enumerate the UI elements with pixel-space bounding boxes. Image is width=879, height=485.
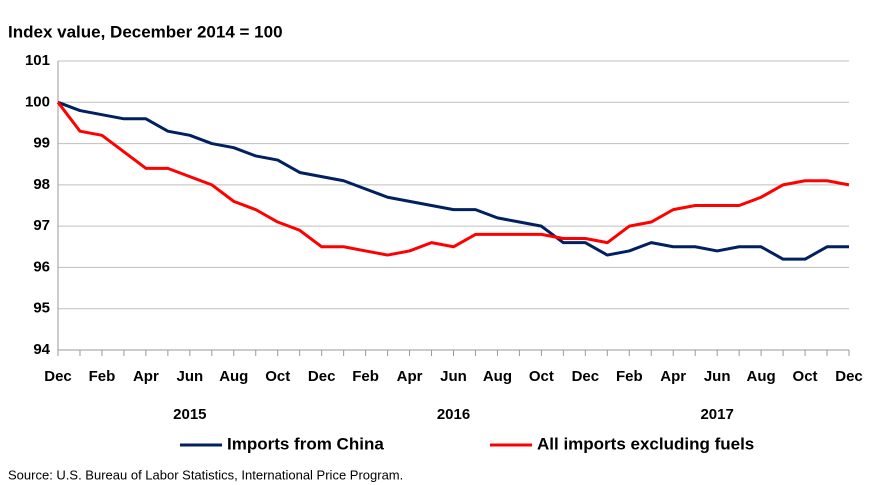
x-tick-label: Oct	[793, 368, 818, 385]
x-tick-label: Apr	[660, 368, 686, 385]
x-tick-label: Aug	[747, 368, 776, 385]
x-tick-label: Dec	[44, 368, 72, 385]
x-tick-label: Dec	[572, 368, 600, 385]
y-tick-label: 95	[33, 300, 50, 317]
year-label: 2016	[437, 406, 470, 423]
y-tick-label: 99	[33, 135, 50, 152]
y-tick-label: 97	[33, 217, 50, 234]
x-tick-label: Jun	[176, 368, 203, 385]
year-label: 2015	[173, 406, 206, 423]
series-line	[57, 100, 849, 261]
series-line	[56, 101, 850, 257]
x-tick-label: Apr	[133, 368, 159, 385]
year-label: 2017	[700, 406, 733, 423]
y-tick-label: 101	[25, 52, 50, 69]
x-tick-label: Feb	[352, 368, 379, 385]
legend-label: All imports excluding fuels	[537, 434, 754, 453]
x-tick-label: Apr	[397, 368, 423, 385]
y-tick-label: 96	[33, 258, 50, 275]
x-tick-label: Aug	[219, 368, 248, 385]
x-tick-label: Aug	[483, 368, 512, 385]
x-tick-label: Jun	[704, 368, 731, 385]
x-tick-label: Oct	[529, 368, 554, 385]
y-tick-label: 100	[25, 93, 50, 110]
chart-title: Index value, December 2014 = 100	[8, 22, 283, 41]
x-tick-label: Feb	[616, 368, 643, 385]
legend-label: Imports from China	[227, 434, 384, 453]
x-tick-label: Oct	[265, 368, 290, 385]
y-tick-label: 98	[33, 176, 50, 193]
x-tick-label: Feb	[89, 368, 116, 385]
x-tick-label: Dec	[835, 368, 863, 385]
y-tick-label: 94	[33, 341, 50, 358]
x-tick-label: Jun	[440, 368, 467, 385]
source-note: Source: U.S. Bureau of Labor Statistics,…	[8, 467, 403, 482]
x-tick-label: Dec	[308, 368, 336, 385]
